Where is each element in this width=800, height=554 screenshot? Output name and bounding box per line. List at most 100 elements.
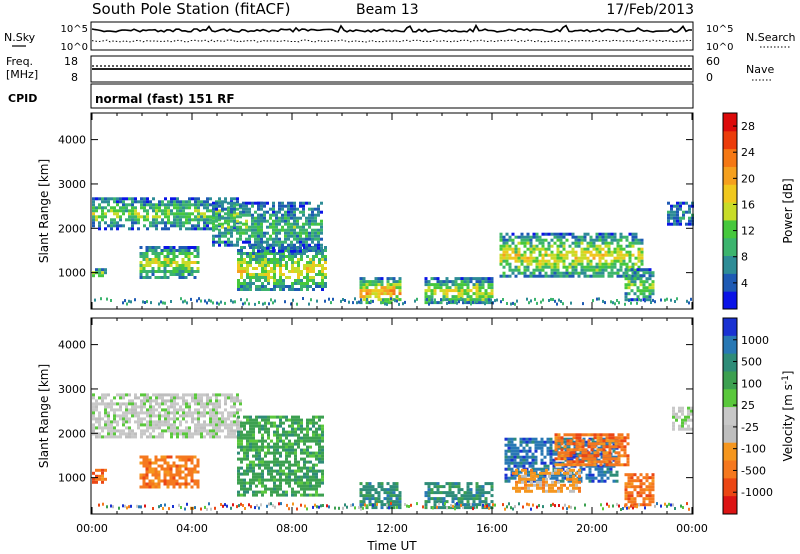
power-cell: [472, 286, 476, 290]
power-cell: [577, 256, 581, 260]
velocity-cell: [584, 433, 588, 437]
velocity-cell: [392, 488, 396, 492]
velocity-cell: [237, 466, 240, 470]
velocity-cell: [285, 481, 288, 485]
power-cell: [365, 292, 369, 296]
power-cell: [377, 298, 381, 302]
power-cell: [645, 271, 649, 275]
velocity-cell: [525, 455, 529, 459]
power-speckle-cell: [666, 297, 668, 301]
power-cell: [170, 200, 173, 204]
velocity-cell: [288, 442, 291, 446]
power-cell: [206, 218, 209, 222]
velocity-cell: [627, 500, 631, 504]
velocity-cell: [627, 479, 631, 483]
velocity-band-9: [624, 473, 655, 507]
power-cell: [631, 235, 635, 239]
power-cell: [163, 267, 167, 270]
velocity-cell: [603, 479, 607, 483]
velocity-cell: [596, 454, 600, 458]
velocity-cell: [436, 488, 440, 492]
velocity-speckle-cell: [358, 506, 360, 509]
velocity-cell: [513, 437, 517, 441]
power-cell: [302, 207, 305, 211]
velocity-cell: [359, 491, 363, 495]
power-cell: [278, 228, 281, 232]
velocity-cell: [642, 503, 646, 507]
velocity-cell: [107, 414, 110, 418]
power-cell: [245, 219, 248, 223]
power-cell: [580, 262, 584, 266]
power-cell: [490, 295, 494, 299]
velocity-cell: [170, 432, 173, 436]
velocity-cell: [282, 463, 285, 467]
power-cell: [529, 256, 533, 260]
power-cell: [212, 243, 215, 247]
velocity-speckle-cell: [162, 507, 164, 510]
velocity-cell: [642, 482, 646, 486]
power-cell: [595, 271, 599, 275]
velocity-cell: [524, 474, 527, 478]
velocity-cell: [215, 393, 218, 397]
velocity-cell: [684, 427, 687, 431]
velocity-cell: [427, 482, 431, 486]
power-cell: [137, 215, 140, 219]
power-cell: [610, 238, 614, 242]
power-cell: [308, 201, 311, 205]
power-cell: [152, 224, 155, 228]
velocity-cell: [98, 432, 101, 436]
power-cell: [604, 253, 608, 257]
velocity-cell: [626, 463, 630, 467]
velocity-cell: [98, 402, 101, 406]
velocity-cell: [572, 468, 575, 472]
velocity-cell: [537, 476, 541, 480]
velocity-cell: [481, 494, 485, 498]
power-speckle-cell: [360, 298, 362, 302]
power-cell: [137, 227, 140, 231]
power-cell: [607, 262, 611, 266]
velocity-cell: [233, 414, 236, 418]
power-cell: [187, 258, 191, 261]
velocity-cell: [237, 436, 240, 440]
velocity-cell: [252, 466, 255, 470]
power-cell: [142, 252, 146, 255]
power-cell: [173, 200, 176, 204]
velocity-cell: [549, 446, 553, 450]
power-cell: [278, 216, 281, 220]
power-cell: [622, 274, 626, 278]
velocity-cell: [258, 460, 261, 464]
power-speckle-cell: [248, 302, 250, 306]
velocity-cell: [142, 476, 146, 480]
velocity-cell: [261, 415, 264, 419]
power-cell: [633, 271, 637, 275]
velocity-cell: [309, 451, 312, 455]
velocity-cell: [546, 449, 550, 453]
velocity-cell: [157, 479, 161, 483]
velocity-cell: [578, 463, 582, 467]
power-cell: [550, 244, 554, 248]
power-speckle-cell: [292, 298, 294, 302]
power-cell: [279, 264, 282, 267]
velocity-cell: [110, 399, 113, 403]
velocity-cell: [143, 417, 146, 421]
power-cell: [580, 259, 584, 263]
velocity-cell: [321, 493, 324, 497]
power-cell: [505, 259, 509, 263]
power-cell: [287, 219, 290, 223]
power-cell: [173, 203, 176, 207]
power-colorbar-tick-label-4: 20: [741, 172, 755, 185]
velocity-cell: [395, 482, 399, 486]
velocity-cell: [155, 396, 158, 400]
velocity-cell: [249, 418, 252, 422]
power-cell: [640, 247, 644, 251]
velocity-cell: [436, 491, 440, 495]
power-cell: [164, 197, 167, 201]
velocity-cell: [575, 445, 579, 449]
power-cell: [255, 267, 258, 270]
power-cell: [478, 283, 482, 287]
velocity-cell: [125, 414, 128, 418]
power-cell: [688, 204, 691, 208]
power-cell: [242, 222, 245, 226]
velocity-cell: [504, 458, 508, 462]
velocity-cell: [258, 424, 261, 428]
